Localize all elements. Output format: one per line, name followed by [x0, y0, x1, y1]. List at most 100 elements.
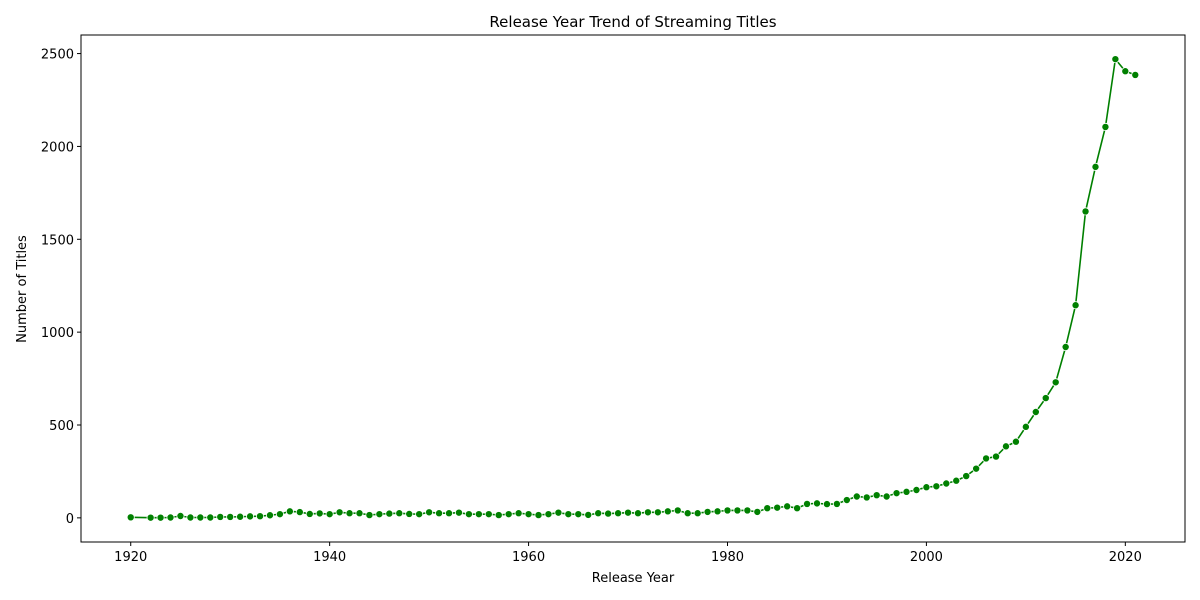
x-tick-label: 2000	[910, 550, 943, 565]
y-tick-label: 2000	[41, 140, 74, 155]
data-point	[226, 512, 235, 521]
data-point	[653, 508, 662, 517]
data-point	[554, 508, 563, 517]
data-point	[1131, 70, 1140, 79]
data-point	[256, 512, 265, 521]
data-point	[345, 509, 354, 518]
data-point	[992, 452, 1001, 461]
data-point	[962, 472, 971, 481]
data-point	[1111, 55, 1120, 64]
data-point	[723, 506, 732, 515]
data-point	[285, 507, 294, 516]
data-point	[544, 510, 553, 519]
x-tick-label: 1980	[711, 550, 744, 565]
data-point	[166, 513, 175, 522]
data-point	[912, 485, 921, 494]
data-point	[1061, 342, 1070, 351]
data-point	[474, 510, 483, 519]
data-point	[594, 509, 603, 518]
data-point	[564, 510, 573, 519]
y-tick-label: 1000	[41, 326, 74, 341]
data-point	[425, 508, 434, 517]
data-point	[435, 509, 444, 518]
data-point	[1011, 437, 1020, 446]
data-point	[892, 489, 901, 498]
data-point	[305, 509, 314, 518]
data-point	[246, 512, 255, 521]
x-tick-label: 1920	[114, 550, 147, 565]
data-point	[196, 513, 205, 522]
data-point	[952, 476, 961, 485]
data-point	[803, 499, 812, 508]
data-point	[673, 506, 682, 515]
data-point	[703, 507, 712, 516]
data-point	[753, 507, 762, 516]
data-point	[216, 512, 225, 521]
data-point	[763, 504, 772, 513]
y-tick-label: 1500	[41, 233, 74, 248]
data-point	[126, 513, 135, 522]
y-axis-ticks: 0 500 1000 1500 2000 2500	[41, 48, 81, 527]
data-point	[932, 482, 941, 491]
data-point	[1031, 407, 1040, 416]
data-point	[1071, 301, 1080, 310]
data-point	[186, 513, 195, 522]
data-point	[375, 510, 384, 519]
data-point	[236, 512, 245, 521]
data-point	[385, 509, 394, 518]
data-point	[584, 510, 593, 519]
data-point	[663, 507, 672, 516]
data-point	[902, 487, 911, 496]
data-point	[633, 509, 642, 518]
data-point	[1021, 422, 1030, 431]
data-point	[643, 508, 652, 517]
data-point	[574, 510, 583, 519]
data-point	[862, 493, 871, 502]
data-point	[156, 513, 165, 522]
data-point	[534, 511, 543, 520]
data-point	[982, 454, 991, 463]
x-axis-ticks: 1920 1940 1960 1980 2000 2020	[114, 542, 1142, 565]
data-point	[693, 509, 702, 518]
data-point	[454, 508, 463, 517]
data-point	[325, 510, 334, 519]
data-point	[604, 509, 613, 518]
data-point	[365, 511, 374, 520]
chart-title: Release Year Trend of Streaming Titles	[489, 13, 776, 31]
data-point	[504, 510, 513, 519]
x-axis-label: Release Year	[592, 571, 675, 586]
data-point	[922, 483, 931, 492]
data-point	[315, 509, 324, 518]
data-point	[524, 510, 533, 519]
data-point	[713, 507, 722, 516]
data-point	[206, 513, 215, 522]
data-point	[822, 500, 831, 509]
data-point	[852, 492, 861, 501]
data-point	[335, 508, 344, 517]
data-point	[1101, 122, 1110, 131]
data-point	[842, 496, 851, 505]
data-point	[146, 513, 155, 522]
x-tick-label: 1960	[512, 550, 545, 565]
data-point	[494, 511, 503, 520]
series-markers	[126, 55, 1140, 522]
plot-frame	[80, 34, 1186, 543]
data-point	[1041, 394, 1050, 403]
data-point	[942, 479, 951, 488]
data-point	[1001, 442, 1010, 451]
data-point	[743, 506, 752, 515]
data-point	[415, 510, 424, 519]
data-point	[832, 499, 841, 508]
data-point	[683, 509, 692, 518]
data-point	[1051, 378, 1060, 387]
data-point	[405, 509, 414, 518]
data-point	[872, 491, 881, 500]
data-point	[813, 499, 822, 508]
data-point	[444, 509, 453, 518]
data-point	[614, 509, 623, 518]
data-point	[733, 506, 742, 515]
x-tick-label: 2020	[1109, 550, 1142, 565]
data-point	[514, 509, 523, 518]
data-point	[484, 510, 493, 519]
